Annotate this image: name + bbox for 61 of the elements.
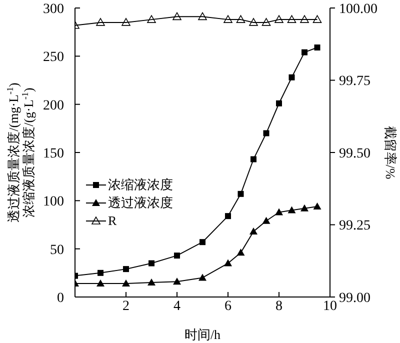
y2-tick-label: 99.75 (339, 74, 370, 90)
legend-label: R (108, 213, 117, 229)
point (263, 130, 270, 136)
point (288, 206, 296, 214)
point (262, 18, 271, 26)
legend-label: 浓缩液浓度 (108, 176, 173, 194)
y2-tick-label: 99.50 (339, 146, 370, 162)
point (225, 213, 231, 220)
point (224, 15, 232, 23)
point (96, 18, 105, 26)
point (314, 44, 320, 50)
x-axis-title: 时间/h (184, 327, 222, 342)
point (287, 15, 296, 23)
point (275, 208, 283, 216)
point (249, 18, 258, 26)
point (274, 15, 284, 23)
y2-tick-label: 99.00 (339, 290, 370, 306)
y-tick-label: 250 (43, 50, 64, 66)
x-tick-label: 2 (122, 298, 130, 314)
x-tick-label: 8 (276, 298, 282, 314)
point (98, 270, 104, 276)
point (224, 259, 232, 266)
point (147, 15, 156, 23)
point (250, 156, 256, 162)
point (198, 12, 207, 20)
y2-tick-label: 99.25 (339, 218, 370, 234)
point (262, 216, 270, 224)
point (96, 280, 104, 287)
point (238, 190, 244, 197)
y2-axis-title: 截留率/% (383, 126, 398, 180)
point (276, 100, 282, 106)
point (236, 248, 245, 256)
point (313, 202, 322, 210)
point (148, 260, 154, 266)
y-tick-label: 0 (57, 291, 64, 306)
point (123, 266, 129, 272)
x-tick-label: 10 (323, 298, 337, 314)
y-tick-label: 150 (43, 146, 64, 162)
x-tick-label: 6 (224, 298, 232, 314)
point (288, 74, 295, 80)
y-tick-label: 50 (50, 242, 64, 258)
point (122, 280, 130, 287)
point (236, 15, 246, 23)
point (312, 15, 322, 23)
y-tick-label: 200 (43, 98, 64, 114)
x-tick-label: 4 (174, 298, 180, 314)
point (200, 239, 206, 246)
point (148, 278, 156, 286)
point (122, 18, 130, 26)
point (250, 227, 258, 234)
point (300, 204, 308, 212)
legend-label: 透过液浓度 (108, 194, 173, 212)
point (174, 252, 180, 259)
point (172, 12, 182, 20)
point (173, 278, 181, 285)
point (302, 49, 308, 56)
y2-tick-label: 100.00 (339, 2, 378, 17)
point (300, 15, 309, 23)
point (198, 274, 206, 281)
y-tick-label: 100 (43, 194, 64, 210)
y-tick-label: 300 (43, 2, 64, 17)
